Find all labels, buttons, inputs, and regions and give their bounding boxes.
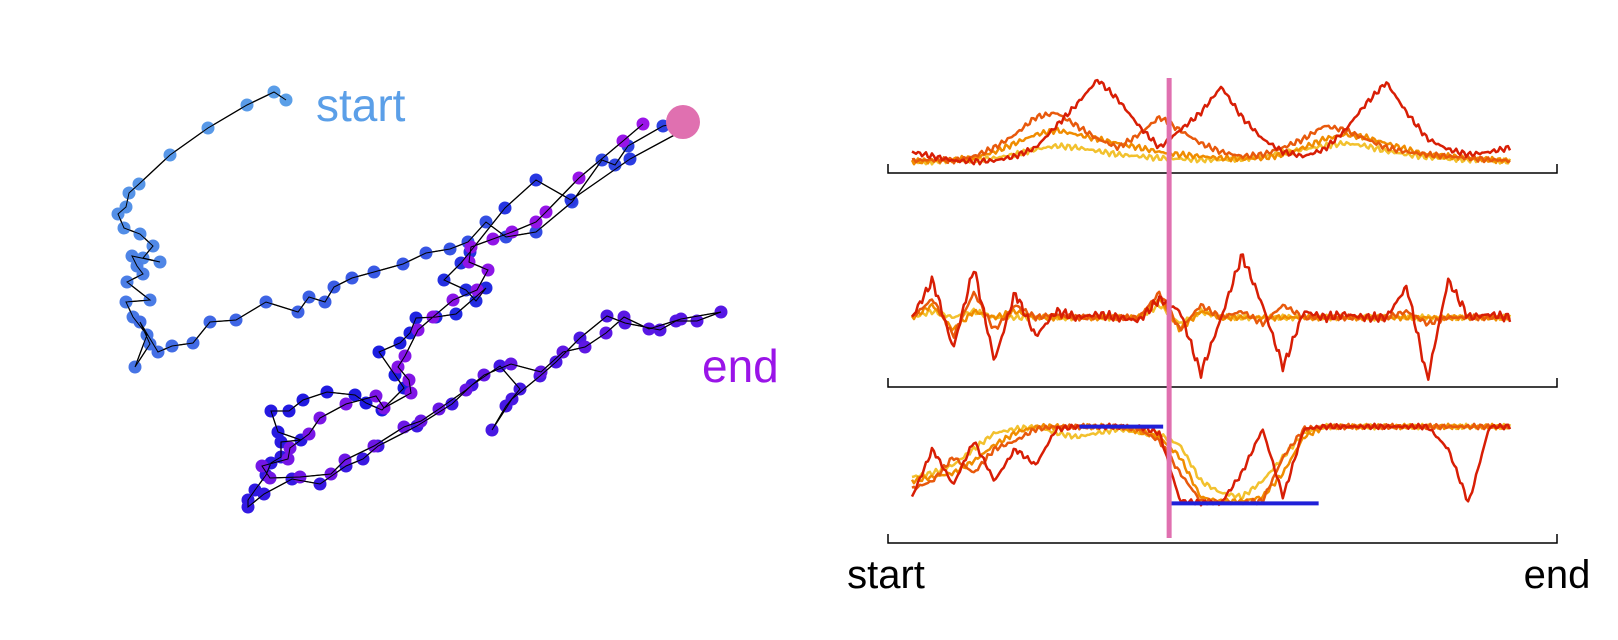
trajectory-points	[111, 85, 728, 514]
series-line	[911, 111, 1511, 165]
series-line	[911, 253, 1512, 381]
series-line	[911, 422, 1511, 507]
x-axis-start-label: start	[847, 553, 925, 597]
trajectory-plot: start end	[111, 79, 779, 514]
current-position-marker	[666, 105, 700, 139]
panel-axis	[887, 164, 1558, 174]
series-line	[910, 422, 1511, 506]
series-line	[910, 422, 1512, 507]
panel-1	[887, 78, 1558, 174]
panel-3	[887, 422, 1558, 544]
series-line	[910, 297, 1511, 333]
x-axis-end-label: end	[1524, 553, 1591, 597]
trajectory-polyline-overlay	[117, 91, 722, 509]
panel-2	[887, 253, 1558, 388]
series-line	[911, 78, 1512, 166]
panel-axis	[887, 378, 1558, 388]
panel-axis	[887, 534, 1558, 544]
series-line	[910, 126, 1511, 166]
end-annotation: end	[702, 340, 779, 392]
series-line	[911, 140, 1512, 166]
start-annotation: start	[316, 79, 406, 131]
series-line	[911, 422, 1512, 500]
time-series-panels: start end	[847, 78, 1590, 597]
